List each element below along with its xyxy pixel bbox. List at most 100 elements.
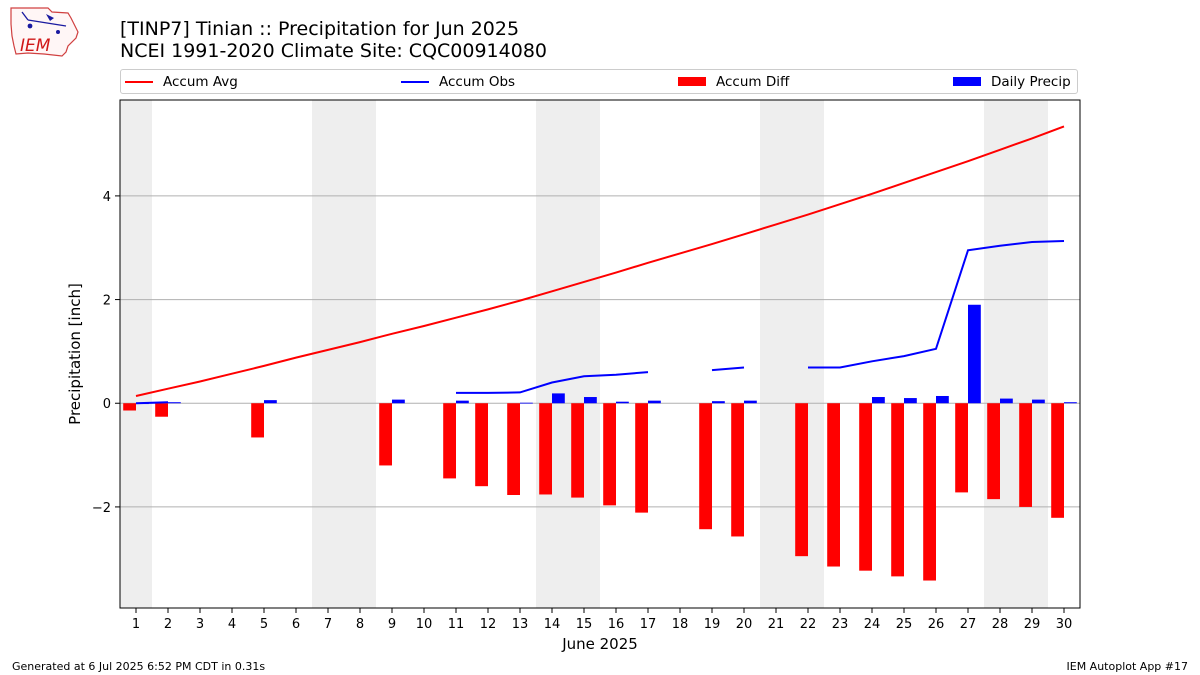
weekend-shade: [984, 100, 1048, 608]
accum-diff-bar: [859, 403, 872, 571]
legend-label-accum-obs: Accum Obs: [439, 73, 516, 90]
chart-title: [TINP7] Tinian :: Precipitation for Jun …: [120, 18, 520, 40]
daily-precip-bar: [616, 401, 629, 404]
daily-precip-bar: [552, 393, 565, 404]
x-tick-label: 28: [992, 617, 1009, 632]
accum-diff-bar: [379, 403, 392, 466]
accum-diff-bar: [251, 403, 264, 438]
accum-diff-bar: [603, 403, 616, 506]
accum-diff-bar: [635, 403, 648, 513]
accum-obs-line: [456, 371, 649, 394]
daily-precip-bar: [1064, 402, 1077, 404]
bars-group: [123, 304, 1077, 581]
legend-swatch-daily-precip: [953, 77, 981, 86]
daily-precip-bar: [744, 400, 757, 404]
lines-group: [135, 125, 1065, 405]
accum-obs-line: [711, 366, 745, 372]
accum-diff-bar: [507, 403, 520, 495]
x-tick-label: 25: [896, 617, 913, 632]
legend-item-accum-diff: Accum Diff: [678, 70, 789, 93]
legend-label-daily-precip: Daily Precip: [991, 73, 1071, 90]
accum-diff-bar: [1019, 403, 1032, 507]
x-tick-label: 6: [292, 617, 300, 632]
accum-diff-bar: [539, 403, 552, 495]
weekend-shade: [760, 100, 824, 608]
daily-precip-bar: [1032, 399, 1045, 404]
daily-precip-bar: [136, 403, 149, 405]
accum-obs-line: [808, 240, 1065, 369]
x-tick-label: 13: [512, 617, 529, 632]
daily-precip-bar: [904, 398, 917, 404]
accum-diff-bar: [955, 403, 968, 493]
x-tick-label: 16: [608, 617, 625, 632]
daily-precip-bar: [456, 400, 469, 404]
accum-diff-bar: [795, 403, 808, 557]
svg-text:IEM: IEM: [20, 36, 51, 56]
x-tick-label: 18: [672, 617, 689, 632]
accum-diff-bar: [155, 403, 168, 417]
x-tick-label: 11: [448, 617, 465, 632]
x-tick-label: 26: [928, 617, 945, 632]
x-tick-label: 10: [416, 617, 433, 632]
x-tick-label: 5: [260, 617, 268, 632]
chart-subtitle: NCEI 1991-2020 Climate Site: CQC00914080: [120, 40, 547, 62]
x-tick-label: 9: [388, 617, 396, 632]
y-axis-label: Precipitation [inch]: [66, 283, 84, 425]
y-tick-label: −2: [92, 501, 111, 516]
weekend-shade: [536, 100, 600, 608]
x-tick-label: 14: [544, 617, 561, 632]
weekend-shading-group: [120, 100, 1048, 608]
accum-diff-bar: [731, 403, 744, 537]
daily-precip-bar: [872, 397, 885, 404]
x-tick-label: 29: [1024, 617, 1041, 632]
x-tick-label: 4: [228, 617, 236, 632]
daily-precip-bar: [520, 402, 533, 404]
x-tick-label: 2: [164, 617, 172, 632]
y-tick-label: 4: [103, 190, 111, 205]
x-tick-label: 1: [132, 617, 140, 632]
legend-item-accum-obs: Accum Obs: [401, 70, 515, 93]
x-tick-label: 17: [640, 617, 657, 632]
daily-precip-bar: [264, 400, 277, 404]
legend-item-daily-precip: Daily Precip: [953, 70, 1071, 93]
accum-diff-bar: [699, 403, 712, 530]
accum-diff-bar: [1051, 403, 1064, 518]
weekend-shade: [120, 100, 152, 608]
legend-item-accum-avg: Accum Avg: [125, 70, 238, 93]
accum-diff-bar: [891, 403, 904, 577]
daily-precip-bar: [936, 395, 949, 404]
accum-diff-bar: [923, 403, 936, 581]
plot-frame: [119, 99, 1081, 609]
accum-diff-bar: [123, 403, 136, 411]
footer-generated: Generated at 6 Jul 2025 6:52 PM CDT in 0…: [12, 660, 266, 673]
x-tick-label: 30: [1056, 617, 1073, 632]
weekend-shade: [312, 100, 376, 608]
daily-precip-bar: [1000, 398, 1013, 404]
iem-logo: IEM: [10, 7, 79, 57]
x-tick-label: 12: [480, 617, 497, 632]
x-tick-label: 27: [960, 617, 977, 632]
accum-diff-bar: [987, 403, 1000, 500]
footer-app: IEM Autoplot App #17: [1066, 660, 1189, 673]
legend-swatch-accum-obs: [401, 80, 429, 83]
y-tick-label: 2: [103, 294, 111, 309]
daily-precip-bar: [168, 402, 181, 404]
daily-precip-bar: [712, 401, 725, 404]
x-axis-label: June 2025: [561, 635, 638, 653]
accum-diff-bar: [475, 403, 488, 487]
x-tick-label: 21: [768, 617, 785, 632]
x-tick-label: 23: [832, 617, 849, 632]
chart-legend: Accum Avg Accum Obs Accum Diff Daily Pre…: [120, 69, 1078, 94]
daily-precip-bar: [968, 304, 981, 404]
legend-label-accum-avg: Accum Avg: [163, 73, 238, 90]
x-tick-label: 24: [864, 617, 881, 632]
x-tick-label: 22: [800, 617, 817, 632]
legend-swatch-accum-avg: [125, 80, 153, 83]
x-tick-label: 3: [196, 617, 204, 632]
x-tick-label: 8: [356, 617, 364, 632]
accum-diff-bar: [827, 403, 840, 567]
daily-precip-bar: [392, 399, 405, 404]
x-tick-label: 20: [736, 617, 753, 632]
